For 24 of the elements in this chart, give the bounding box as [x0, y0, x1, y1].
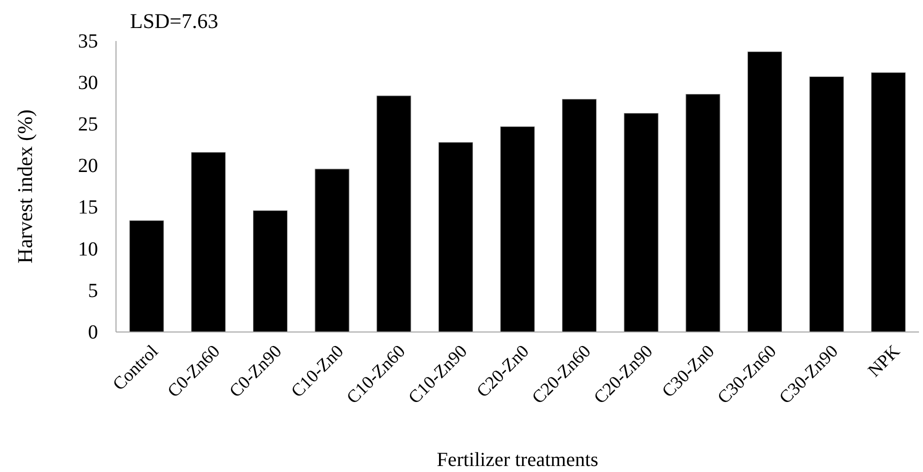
- bar: [438, 142, 473, 332]
- text: LSD=7.63: [130, 9, 218, 33]
- y-tick-label: 5: [88, 280, 98, 302]
- bar: [871, 72, 906, 332]
- bar: [686, 94, 720, 332]
- bar: [500, 126, 535, 332]
- bar: [376, 96, 412, 332]
- bar: [252, 210, 288, 332]
- x-axis-title: Fertilizer treatments: [436, 449, 599, 471]
- y-tick-label: 20: [78, 155, 98, 178]
- bar: [562, 98, 597, 332]
- y-axis-title: Harvest index (%): [13, 110, 37, 264]
- bar: [809, 76, 844, 332]
- bar: [314, 168, 350, 332]
- y-tick-label: 15: [78, 196, 98, 219]
- bar: [624, 113, 658, 332]
- bar: [191, 152, 226, 332]
- y-tick-label: 35: [78, 30, 98, 52]
- bar: [129, 220, 164, 332]
- y-tick-label: 10: [78, 238, 98, 260]
- y-tick-label: 30: [78, 72, 98, 94]
- y-tick-label: 0: [88, 321, 98, 344]
- y-tick-label: 25: [78, 114, 98, 136]
- bar: [748, 52, 782, 332]
